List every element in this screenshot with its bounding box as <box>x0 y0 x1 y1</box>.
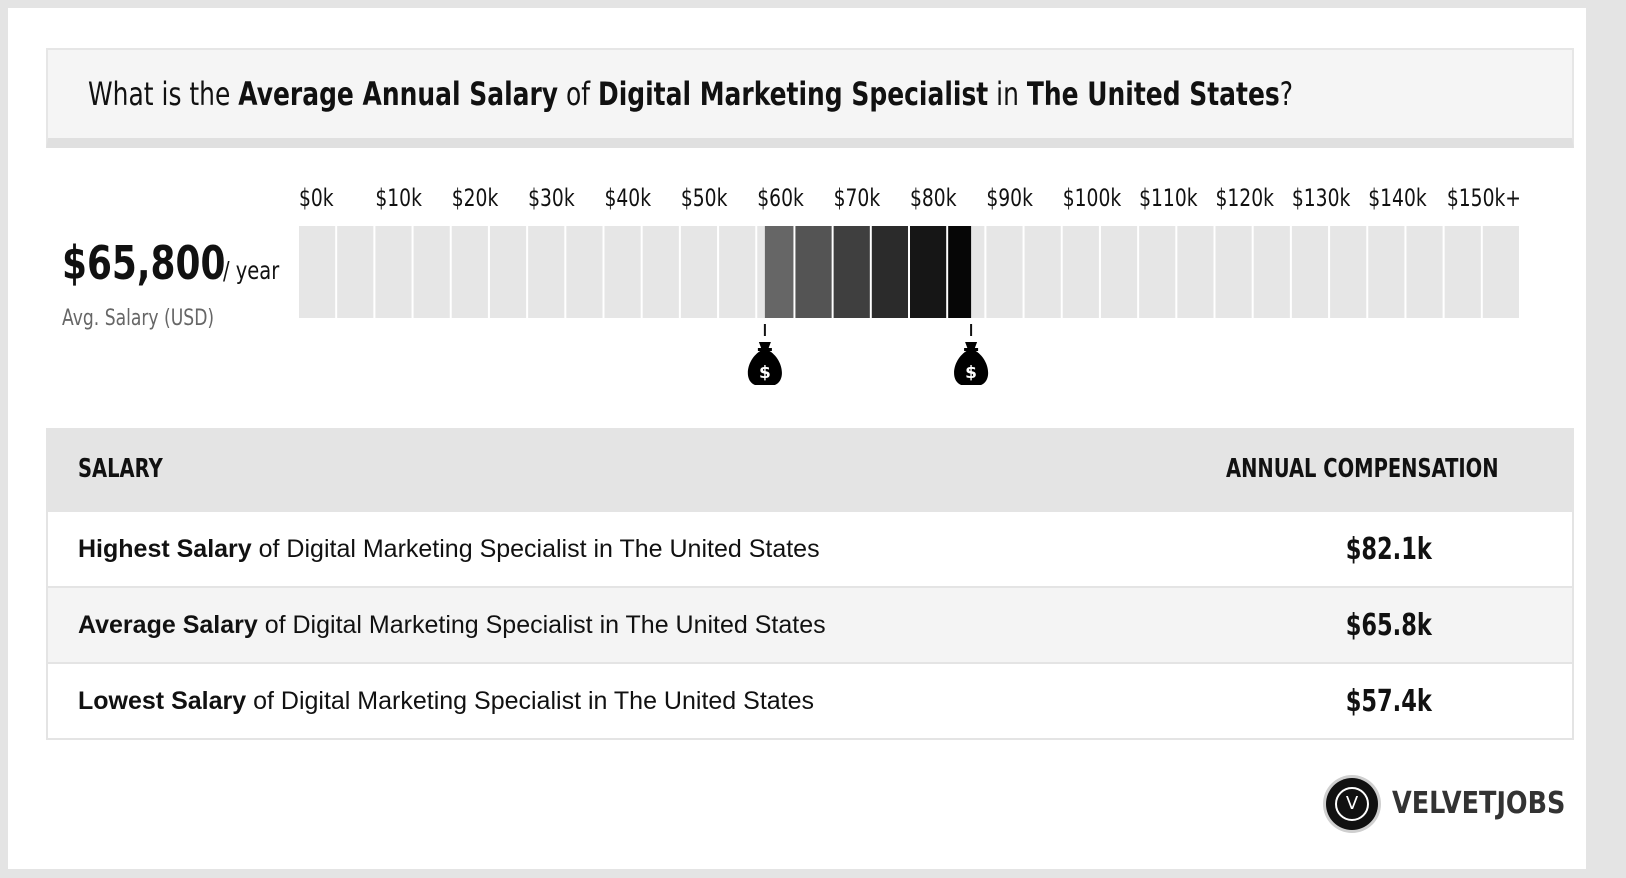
track-segment <box>413 226 450 318</box>
track-segment <box>1406 226 1443 318</box>
track-segment <box>1482 226 1519 318</box>
dollar-sign: $ <box>759 363 771 383</box>
money-bag-icon: $ <box>954 342 989 385</box>
title-prefix: What is the <box>88 75 231 113</box>
track-segment <box>489 226 527 318</box>
x-tick-label: $110k <box>1139 185 1198 213</box>
row-label: Lowest Salary of Digital Marketing Speci… <box>78 687 814 716</box>
track-segment <box>986 226 1023 318</box>
range-segment <box>871 226 908 318</box>
range-segment <box>833 226 870 318</box>
track-segment <box>1291 226 1329 318</box>
track-segment <box>1139 226 1176 318</box>
track-segment <box>1062 226 1099 318</box>
x-tick-label: $70k <box>834 185 881 213</box>
logo-text: VELVETJOBS <box>1392 786 1566 821</box>
logo-mark-icon: V <box>1326 778 1378 830</box>
x-tick-label: $0k <box>299 185 334 213</box>
row-label-rest: of Digital Marketing Specialist in The U… <box>253 687 815 715</box>
track-segment <box>1100 226 1138 318</box>
x-tick-label: $140k <box>1368 185 1427 213</box>
money-bag-icon: $ <box>747 342 782 385</box>
row-label-bold: Lowest Salary <box>78 687 247 715</box>
x-tick-label: $20k <box>452 185 499 213</box>
x-tick-label: $100k <box>1063 185 1122 213</box>
track-segment <box>566 226 603 318</box>
page-title: What is the Average Annual Salary of Dig… <box>88 75 1293 113</box>
track-segment <box>1330 226 1367 318</box>
salary-table: SALARY ANNUAL COMPENSATION Highest Salar… <box>46 428 1574 740</box>
row-label-rest: of Digital Marketing Specialist in The U… <box>264 611 826 639</box>
range-segment <box>910 226 947 318</box>
salary-card: What is the Average Annual Salary of Dig… <box>8 8 1586 869</box>
track-segment <box>642 226 679 318</box>
row-label: Average Salary of Digital Marketing Spec… <box>78 611 826 640</box>
average-salary-value: $65,800 <box>62 236 226 290</box>
table-row-highest: Highest Salary of Digital Marketing Spec… <box>48 510 1572 586</box>
x-tick-label: $40k <box>605 185 652 213</box>
track-segment <box>719 226 756 318</box>
track-segment <box>1024 226 1061 318</box>
title-in: in <box>996 75 1019 113</box>
x-tick-label: $60k <box>757 185 804 213</box>
track-segment <box>299 226 336 318</box>
row-value: $57.4k <box>1345 684 1432 719</box>
track-segment <box>337 226 374 318</box>
x-tick-label: $10k <box>375 185 422 213</box>
row-label: Highest Salary of Digital Marketing Spec… <box>78 535 820 564</box>
track-segment <box>451 226 488 318</box>
track-segment <box>528 226 565 318</box>
row-value: $65.8k <box>1345 608 1432 643</box>
range-segment <box>948 226 972 318</box>
title-metric: Average Annual Salary <box>238 75 559 113</box>
row-label-rest: of Digital Marketing Specialist in The U… <box>258 535 820 563</box>
per-year-label: / year <box>223 256 280 285</box>
x-tick-label: $120k <box>1216 185 1275 213</box>
x-tick-label: $150k+ <box>1447 185 1521 213</box>
x-tick-label: $90k <box>986 185 1033 213</box>
track-segment <box>1368 226 1405 318</box>
table-header: SALARY ANNUAL COMPENSATION <box>48 430 1572 510</box>
salary-range-chart: $0k $10k $20k $30k $40k $50k $60k $70k $80k $90k $… <box>299 185 1521 385</box>
title-job: Digital Marketing Specialist <box>597 75 989 113</box>
track-segment <box>680 226 718 318</box>
logo-mark-letter: V <box>1335 787 1369 821</box>
track-segment <box>1177 226 1214 318</box>
x-tick-label: $130k <box>1292 185 1351 213</box>
track-segment <box>1253 226 1290 318</box>
average-salary-caption: Avg. Salary (USD) <box>62 306 215 331</box>
track-segment <box>375 226 412 318</box>
compensation-column-header: ANNUAL COMPENSATION <box>1226 454 1499 484</box>
track-segment <box>604 226 641 318</box>
row-value: $82.1k <box>1345 532 1432 567</box>
title-banner: What is the Average Annual Salary of Dig… <box>46 48 1574 148</box>
row-label-bold: Average Salary <box>78 611 258 639</box>
x-tick-label: $30k <box>528 185 575 213</box>
range-segment <box>795 226 832 318</box>
range-segment <box>764 226 794 318</box>
table-row-average: Average Salary of Digital Marketing Spec… <box>48 586 1572 662</box>
dollar-sign: $ <box>965 363 977 383</box>
title-location: The United States <box>1026 75 1280 113</box>
row-label-bold: Highest Salary <box>78 535 252 563</box>
track-segment <box>1215 226 1252 318</box>
title-suffix: ? <box>1279 75 1293 113</box>
track-segment <box>1444 226 1481 318</box>
salary-column-header: SALARY <box>78 454 163 484</box>
title-of: of <box>565 75 591 113</box>
x-tick-label: $80k <box>910 185 957 213</box>
x-tick-label: $50k <box>681 185 728 213</box>
table-row-lowest: Lowest Salary of Digital Marketing Speci… <box>48 662 1572 738</box>
